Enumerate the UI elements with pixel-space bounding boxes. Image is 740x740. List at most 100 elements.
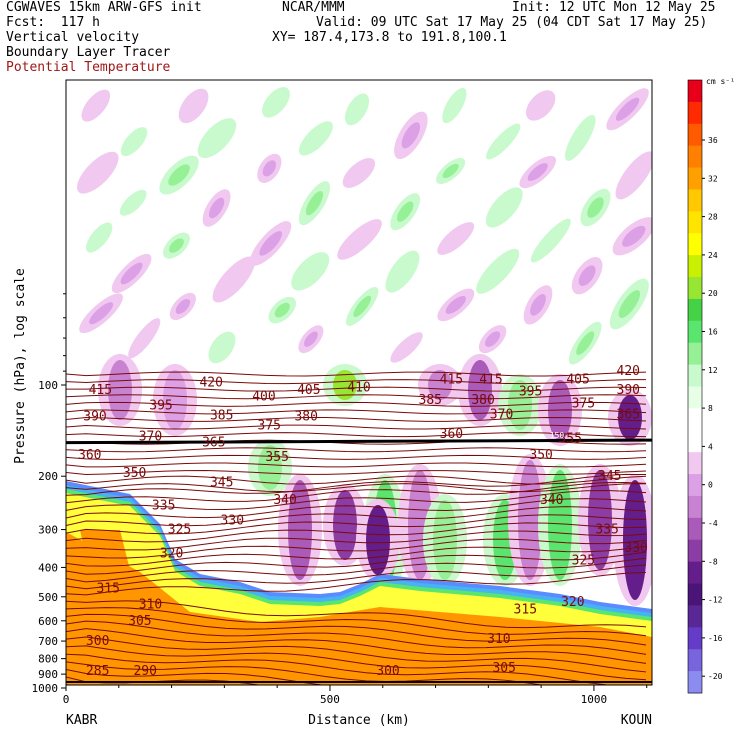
theta-contour <box>66 401 647 407</box>
velocity-core <box>445 295 466 314</box>
tracer-band-orange-upper <box>80 530 130 575</box>
theta-contour-label: 325 <box>168 523 191 538</box>
theta-contour <box>66 607 647 637</box>
velocity-cell <box>178 88 209 124</box>
theta-contour <box>66 498 647 519</box>
colorbar-label: 12 <box>708 366 718 375</box>
y-tick-label: 700 <box>38 635 58 648</box>
velocity-column <box>333 370 357 400</box>
theta-contour-label: 390 <box>617 383 640 398</box>
theta-contour-label: 340 <box>540 493 563 508</box>
velocity-cell <box>615 151 652 200</box>
velocity-core <box>175 299 191 314</box>
theta-contour <box>66 482 647 504</box>
colorbar-swatch <box>688 517 702 541</box>
theta-contour-label: 350 <box>529 448 552 463</box>
theta-contour-label: 330 <box>221 513 244 528</box>
colorbar-swatch <box>688 145 702 169</box>
theta-contour-label: 370 <box>139 430 162 445</box>
velocity-core <box>168 164 190 186</box>
velocity-core <box>396 201 414 222</box>
velocity-core <box>618 290 641 318</box>
velocity-cell <box>212 256 255 303</box>
colorbar-label: 28 <box>708 213 718 222</box>
theta-contour-label: 370 <box>490 407 513 422</box>
theta-contour-label: 355 <box>558 431 581 446</box>
velocity-column <box>108 360 132 420</box>
field-1-label: Vertical velocity <box>6 30 140 45</box>
velocity-cell <box>485 187 523 228</box>
theta-contour-label: 375 <box>572 396 595 411</box>
theta-contour-label: 405 <box>297 383 320 398</box>
theta-contour-label: 320 <box>160 547 183 562</box>
velocity-core <box>169 238 184 253</box>
theta-contour-label: 300 <box>376 664 399 679</box>
theta-contour-label: 385 <box>210 408 233 423</box>
tropopause-line <box>66 438 652 445</box>
theta-contour-label: 405 <box>566 373 589 388</box>
colorbar-label: 24 <box>708 251 718 260</box>
velocity-cell <box>437 222 475 255</box>
velocity-column <box>588 470 612 570</box>
colorbar-swatch <box>688 101 702 125</box>
theta-contour-label: 380 <box>294 409 317 424</box>
start-station-label: KABR <box>66 713 97 728</box>
theta-contour-label: 415 <box>440 373 463 388</box>
theta-contour <box>66 545 647 567</box>
velocity-cell <box>342 158 376 188</box>
theta-contour <box>66 636 647 673</box>
colorbar-swatch <box>688 342 702 366</box>
theta-contour <box>66 538 647 559</box>
colorbar-unit: cm s⁻¹ <box>706 77 735 86</box>
theta-contour-label: 290 <box>133 664 156 679</box>
velocity-core <box>401 122 421 149</box>
velocity-cell <box>525 90 556 121</box>
velocity-cell <box>385 250 420 293</box>
theta-contour-label: 305 <box>128 614 151 629</box>
y-tick-label: 200 <box>38 470 58 483</box>
velocity-cell <box>442 87 467 124</box>
colorbar-swatch <box>688 189 702 212</box>
forecast-hour: Fcst: 117 h <box>6 15 100 30</box>
velocity-column <box>433 500 457 580</box>
x-tick-label: 1000 <box>581 693 608 706</box>
theta-contour-label: 385 <box>419 393 442 408</box>
colorbar-label: 32 <box>708 174 718 183</box>
theta-contour-label: 390 <box>83 409 106 424</box>
velocity-cell <box>337 219 382 260</box>
velocity-cell <box>648 321 694 370</box>
velocity-cell <box>85 222 113 253</box>
velocity-core <box>578 265 596 286</box>
velocity-core <box>615 97 640 121</box>
vertical-velocity-field <box>77 87 694 606</box>
theta-contour <box>66 417 647 422</box>
y-tick-label: 400 <box>38 561 58 574</box>
colorbar-label: 16 <box>708 328 718 337</box>
velocity-cell <box>77 151 119 194</box>
field-3-label: Potential Temperature <box>6 60 171 75</box>
theta-contour <box>66 379 647 385</box>
theta-contour <box>66 409 647 415</box>
theta-contour-label: 415 <box>89 383 112 398</box>
velocity-core <box>259 231 282 256</box>
colorbar-swatch <box>688 474 702 497</box>
colorbar-swatch <box>688 233 702 256</box>
colorbar-swatch <box>688 408 702 431</box>
theta-contour-label: 415 <box>479 373 502 388</box>
theta-contour-label: 300 <box>86 634 109 649</box>
theta-contour <box>66 514 647 535</box>
theta-contour <box>66 571 647 596</box>
velocity-core <box>667 266 686 286</box>
cross-section-coords: XY= 187.4,173.8 to 191.8,100.1 <box>272 30 507 45</box>
y-axis-label: Pressure (hPa), log scale <box>13 268 28 464</box>
org-label: NCAR/MMM <box>282 0 345 15</box>
theta-contour <box>66 600 647 629</box>
colorbar-label: -4 <box>708 519 718 528</box>
colorbar-swatch <box>688 364 702 387</box>
theta-contour-label: 335 <box>152 499 175 514</box>
colorbar-label: -20 <box>708 672 723 681</box>
y-tick-label: 800 <box>38 653 58 666</box>
colorbar-label: 0 <box>708 481 713 490</box>
model-title: CGWAVES 15km ARW-GFS init <box>6 0 202 15</box>
